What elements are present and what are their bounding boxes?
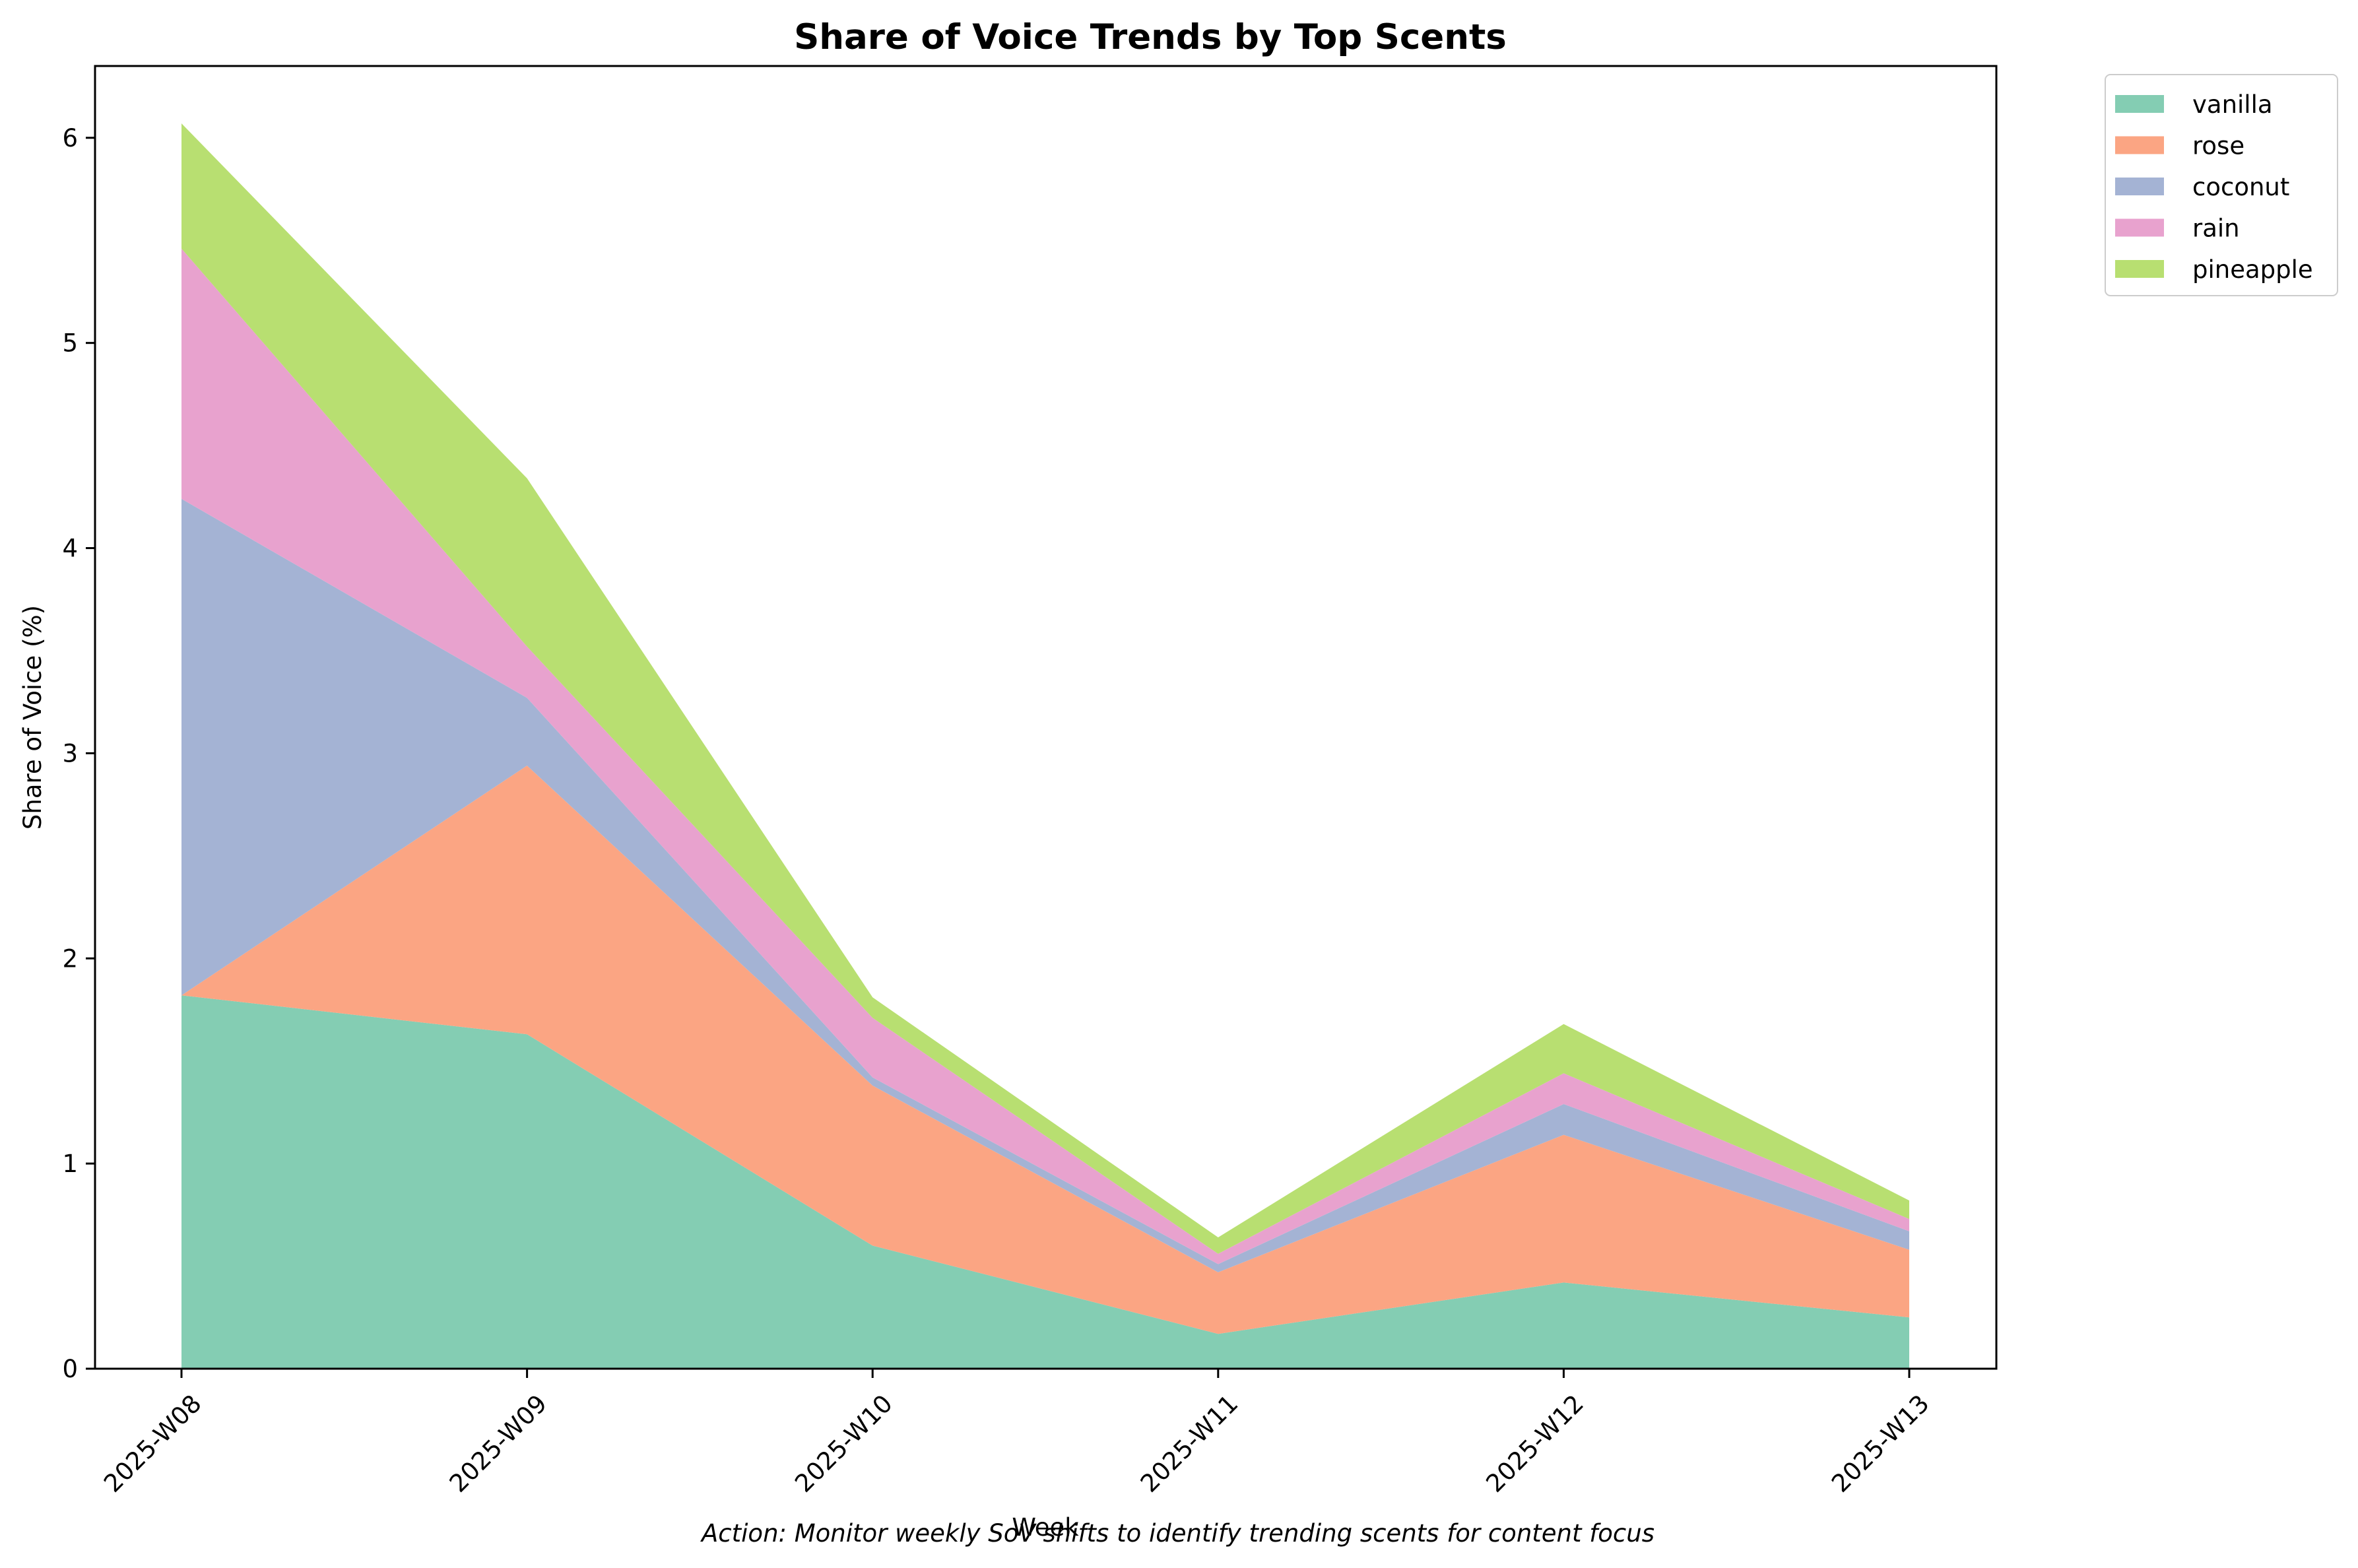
area-rain xyxy=(181,248,1909,1264)
legend-swatch-rain xyxy=(2115,218,2164,237)
area-pineapple xyxy=(181,123,1909,1254)
y-tick-label: 0 xyxy=(62,1355,78,1383)
stacked-areas xyxy=(181,123,1909,1369)
legend-label-coconut: coconut xyxy=(2192,173,2289,201)
y-axis: 0 1 2 3 4 5 6 xyxy=(62,124,95,1383)
area-rose xyxy=(181,766,1909,1334)
legend-swatch-coconut xyxy=(2115,178,2164,195)
y-tick-label: 5 xyxy=(62,329,78,358)
plot-frame xyxy=(94,65,1998,1370)
legend-label-pineapple: pineapple xyxy=(2192,255,2313,284)
footnote: Action: Monitor weekly SoV shifts to ide… xyxy=(700,1519,1654,1548)
legend-label-rose: rose xyxy=(2192,132,2244,160)
y-tick-label: 3 xyxy=(62,739,78,768)
legend-frame xyxy=(2105,74,2338,296)
y-tick-label: 6 xyxy=(62,124,78,152)
y-tick-label: 4 xyxy=(62,535,78,563)
legend-swatch-rose xyxy=(2115,136,2164,154)
area-vanilla xyxy=(181,995,1909,1369)
legend-swatch-pineapple xyxy=(2115,260,2164,278)
y-tick-label: 2 xyxy=(62,944,78,973)
legend-label-rain: rain xyxy=(2192,214,2240,243)
chart-title: Share of Voice Trends by Top Scents xyxy=(794,17,1507,57)
legend-swatch-vanilla xyxy=(2115,95,2164,113)
y-axis-label: Share of Voice (%) xyxy=(18,605,47,830)
y-tick-label: 1 xyxy=(62,1150,78,1178)
legend: vanilla rose coconut rain pineapple xyxy=(2105,74,2338,296)
legend-label-vanilla: vanilla xyxy=(2192,90,2273,119)
x-axis-label: Week xyxy=(1012,1513,1079,1542)
